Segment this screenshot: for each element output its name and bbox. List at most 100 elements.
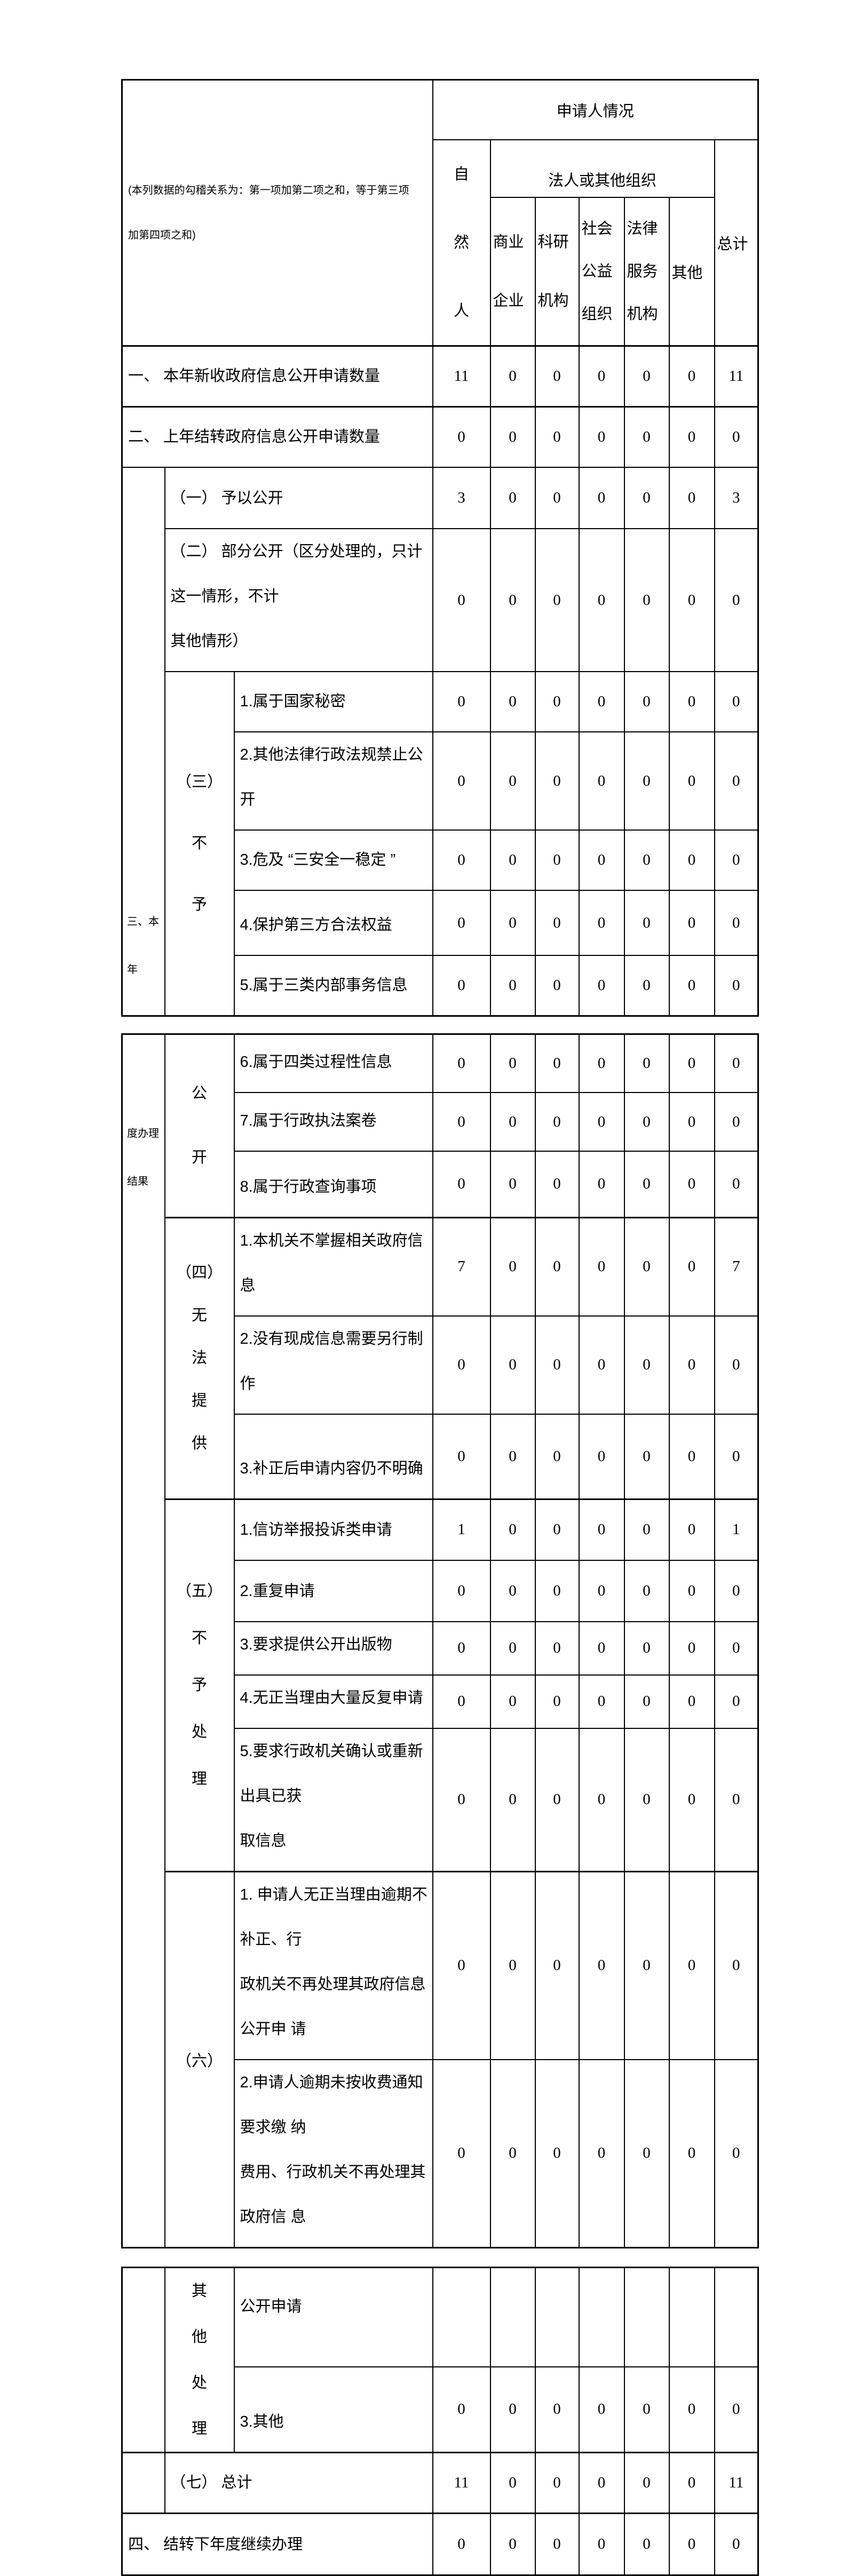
value-cell: 0 <box>489 1727 536 1872</box>
value-cell: 0 <box>668 1674 715 1729</box>
value-cell: 0 <box>714 1092 759 1152</box>
value-cell: 0 <box>714 2366 759 2453</box>
value-cell: 0 <box>623 890 670 956</box>
value-cell: 0 <box>668 1151 715 1218</box>
value-cell: 0 <box>714 405 759 468</box>
value-cell: 0 <box>432 830 491 891</box>
value-cell: 0 <box>489 731 536 831</box>
section-label-six: （六） <box>164 1870 235 2248</box>
value-cell: 0 <box>489 1413 536 1500</box>
value-cell: 0 <box>668 1727 715 1872</box>
value-cell: 0 <box>534 2366 580 2453</box>
row-label-carried-over: 二、 上年结转政府信息公开申请数量 <box>121 405 433 468</box>
value-cell: 0 <box>668 1870 715 2060</box>
report-page: (本列数据的勾稽关系为：第一项加第二项之和，等于第三项 加第四项之和) 申请人情… <box>121 79 759 2576</box>
value-cell: 0 <box>578 1727 625 1872</box>
value-cell: 0 <box>489 1674 536 1729</box>
value-cell: 0 <box>534 2512 580 2575</box>
row-label-massive-repeated: 4.无正当理由大量反复申请 <box>233 1674 433 1729</box>
value-cell: 0 <box>668 345 715 407</box>
value-cell: 0 <box>623 731 670 831</box>
row-label-grand-total: （七） 总计 <box>164 2451 433 2514</box>
value-cell: 0 <box>714 528 759 672</box>
value-cell: 0 <box>714 1559 759 1622</box>
value-cell: 0 <box>432 1727 491 1872</box>
value-cell: 0 <box>534 1498 580 1561</box>
value-cell: 0 <box>668 405 715 468</box>
value-cell: 0 <box>623 830 670 891</box>
value-cell: 11 <box>714 2451 759 2514</box>
row-label-petition-complaint: 1.信访举报投诉类申请 <box>233 1498 433 1561</box>
value-cell: 0 <box>623 1413 670 1500</box>
value-cell: 0 <box>714 1621 759 1676</box>
value-cell: 0 <box>714 1727 759 1872</box>
value-cell: 0 <box>534 2451 580 2514</box>
header-social-welfare-org: 社会 公益 组织 <box>578 197 625 346</box>
value-cell: 0 <box>578 1151 625 1218</box>
value-cell: 0 <box>489 1033 536 1093</box>
value-cell: 0 <box>432 671 491 732</box>
section-label-unable-to-provide: （四） 无 法 提 供 <box>164 1216 235 1500</box>
value-cell: 0 <box>432 1674 491 1729</box>
row-label-granted: （一） 予以公开 <box>164 467 433 529</box>
value-cell: 0 <box>489 830 536 891</box>
value-cell: 0 <box>578 1216 625 1317</box>
row-label-law-forbidden: 2.其他法律行政法规禁止公开 <box>233 731 433 831</box>
row-label-public-publications: 3.要求提供公开出版物 <box>233 1621 433 1676</box>
value-cell: 0 <box>534 890 580 956</box>
value-cell: 0 <box>534 467 580 529</box>
value-cell: 0 <box>668 1498 715 1561</box>
value-cell: 0 <box>534 1621 580 1676</box>
value-cell: 0 <box>668 528 715 672</box>
value-cell: 0 <box>623 345 670 407</box>
value-cell: 0 <box>534 1216 580 1317</box>
value-cell: 0 <box>668 1033 715 1093</box>
value-cell: 0 <box>714 1033 759 1093</box>
value-cell: 1 <box>714 1498 759 1561</box>
value-cell: 0 <box>432 1151 491 1218</box>
value-cell: 0 <box>623 2451 670 2514</box>
value-cell: 0 <box>534 2059 580 2248</box>
statistics-table-wrapper: (本列数据的勾稽关系为：第一项加第二项之和，等于第三项 加第四项之和) 申请人情… <box>121 79 759 2576</box>
value-cell: 0 <box>489 2366 536 2453</box>
value-cell: 0 <box>578 2366 625 2453</box>
value-cell: 0 <box>623 955 670 1016</box>
value-cell: 0 <box>578 467 625 529</box>
value-cell: 0 <box>534 1674 580 1729</box>
value-cell: 0 <box>489 1621 536 1676</box>
header-natural-person: 自 然 人 <box>432 139 491 346</box>
value-cell: 0 <box>432 528 491 672</box>
row-label-new-requests: 一、 本年新收政府信息公开申请数量 <box>121 345 433 407</box>
value-cell: 0 <box>578 2451 625 2514</box>
row-label-state-secret: 1.属于国家秘密 <box>233 671 433 732</box>
value-cell: 11 <box>432 345 491 407</box>
value-cell: 0 <box>668 2059 715 2248</box>
value-cell <box>714 2267 759 2367</box>
value-cell: 0 <box>534 1033 580 1093</box>
value-cell: 3 <box>714 467 759 529</box>
row-label-partial-disclosure: （二） 部分公开（区分处理的，只计这一情形，不计 其他情形） <box>164 528 433 672</box>
value-cell: 0 <box>578 2512 625 2575</box>
value-cell: 0 <box>714 1413 759 1500</box>
value-cell: 0 <box>534 1559 580 1622</box>
value-cell: 0 <box>489 1092 536 1152</box>
value-cell: 0 <box>714 1315 759 1415</box>
value-cell: 0 <box>578 1674 625 1729</box>
value-cell: 0 <box>432 2366 491 2453</box>
value-cell: 0 <box>432 1559 491 1622</box>
value-cell: 0 <box>432 405 491 468</box>
value-cell: 0 <box>623 1216 670 1317</box>
value-cell: 0 <box>489 467 536 529</box>
value-cell: 0 <box>668 731 715 831</box>
value-cell: 0 <box>668 1216 715 1317</box>
value-cell: 0 <box>489 2059 536 2248</box>
value-cell: 0 <box>489 405 536 468</box>
value-cell: 0 <box>432 1315 491 1415</box>
section-label-other-processing: 其 他 处 理 <box>164 2267 235 2453</box>
value-cell <box>578 2267 625 2367</box>
value-cell: 0 <box>668 1621 715 1676</box>
value-cell: 0 <box>623 467 670 529</box>
value-cell: 0 <box>489 345 536 407</box>
value-cell: 0 <box>623 1870 670 2060</box>
row-label-repeated-request: 2.重复申请 <box>233 1559 433 1622</box>
